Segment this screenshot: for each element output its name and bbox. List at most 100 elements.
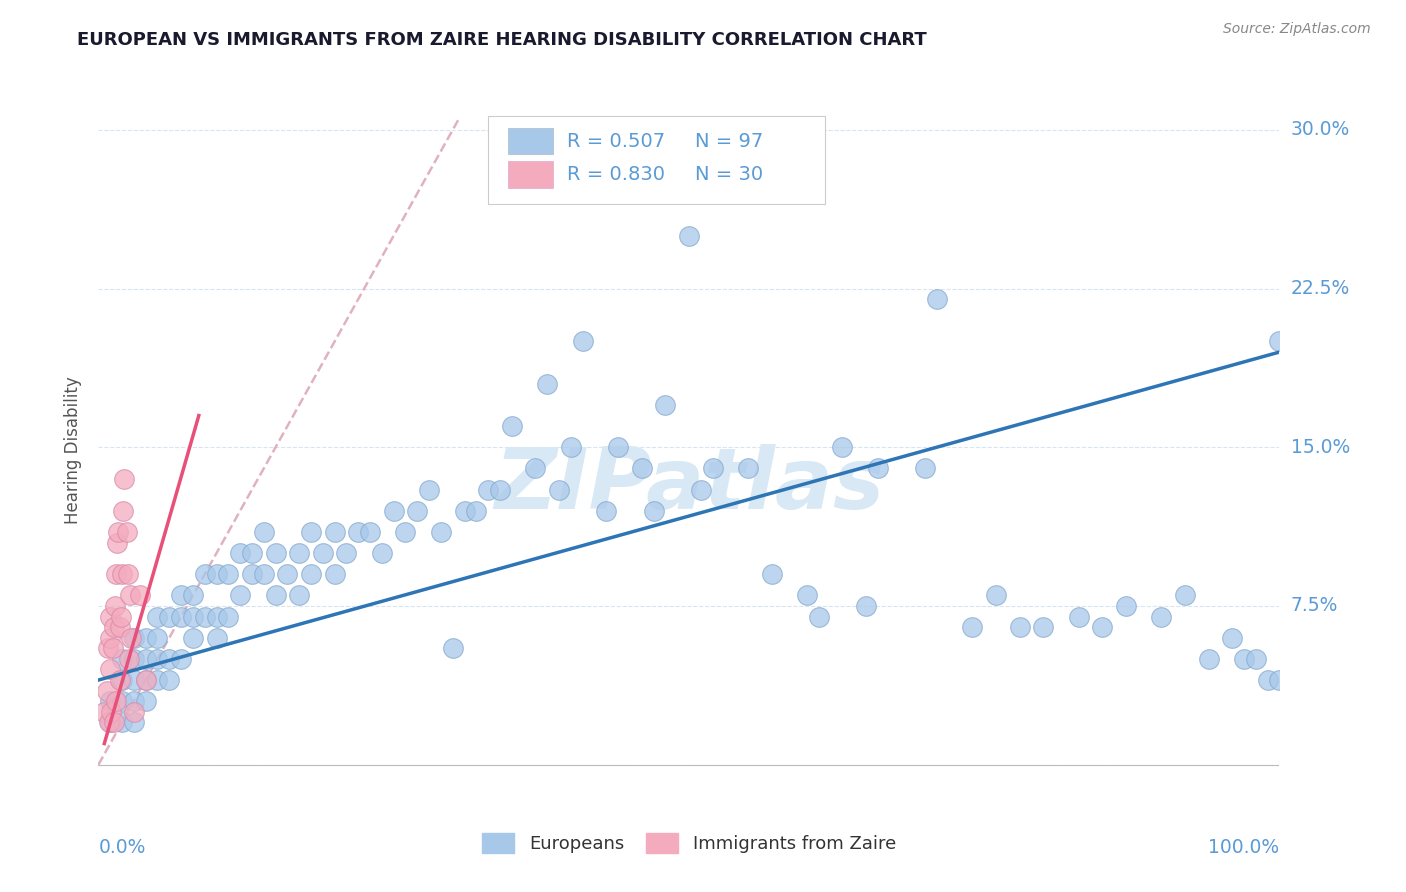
Point bbox=[1244, 652, 1267, 666]
Point bbox=[103, 715, 125, 730]
Point bbox=[288, 589, 311, 603]
Point bbox=[1091, 620, 1114, 634]
Point bbox=[98, 609, 121, 624]
Point bbox=[194, 567, 217, 582]
Point bbox=[170, 589, 193, 603]
Point bbox=[524, 461, 547, 475]
Point bbox=[135, 652, 157, 666]
Point bbox=[229, 589, 252, 603]
Point bbox=[264, 589, 287, 603]
Text: Source: ZipAtlas.com: Source: ZipAtlas.com bbox=[1223, 22, 1371, 37]
Point bbox=[101, 641, 124, 656]
Point bbox=[120, 589, 142, 603]
Point bbox=[118, 652, 141, 666]
Point bbox=[181, 631, 204, 645]
Point bbox=[107, 524, 129, 539]
Point bbox=[205, 631, 228, 645]
Point bbox=[1198, 652, 1220, 666]
Point bbox=[1268, 673, 1291, 687]
Point bbox=[761, 567, 783, 582]
Point bbox=[453, 504, 475, 518]
Point bbox=[205, 609, 228, 624]
Point bbox=[110, 609, 132, 624]
Point bbox=[93, 705, 115, 719]
Point bbox=[111, 652, 134, 666]
Point bbox=[489, 483, 512, 497]
Point bbox=[170, 609, 193, 624]
Point bbox=[112, 472, 135, 486]
Point bbox=[194, 609, 217, 624]
Text: N = 97: N = 97 bbox=[695, 132, 763, 151]
Point bbox=[855, 599, 877, 613]
Point bbox=[678, 228, 700, 243]
Point bbox=[607, 440, 630, 454]
Point bbox=[548, 483, 571, 497]
Point bbox=[98, 694, 121, 708]
Point bbox=[441, 641, 464, 656]
Point bbox=[115, 524, 138, 539]
Point bbox=[100, 705, 122, 719]
Point bbox=[914, 461, 936, 475]
Point bbox=[146, 631, 169, 645]
Text: 22.5%: 22.5% bbox=[1291, 279, 1350, 298]
Point bbox=[1220, 631, 1243, 645]
Point bbox=[240, 546, 263, 560]
Point bbox=[170, 652, 193, 666]
Bar bbox=[508, 161, 553, 187]
Point bbox=[112, 504, 135, 518]
Point bbox=[299, 524, 322, 539]
Point bbox=[536, 376, 558, 391]
Point bbox=[630, 461, 652, 475]
Point bbox=[323, 567, 346, 582]
Point bbox=[157, 609, 180, 624]
Point bbox=[122, 705, 145, 719]
Point bbox=[925, 292, 948, 306]
Point bbox=[962, 620, 984, 634]
Point bbox=[108, 673, 131, 687]
Point bbox=[477, 483, 499, 497]
Point bbox=[323, 524, 346, 539]
Text: 0.0%: 0.0% bbox=[98, 838, 146, 857]
Point bbox=[122, 631, 145, 645]
Point bbox=[229, 546, 252, 560]
Text: 30.0%: 30.0% bbox=[1291, 120, 1350, 139]
Point bbox=[135, 673, 157, 687]
Point bbox=[1008, 620, 1031, 634]
Point bbox=[1257, 673, 1279, 687]
Text: 15.0%: 15.0% bbox=[1291, 438, 1350, 457]
Point bbox=[157, 652, 180, 666]
Point bbox=[96, 683, 118, 698]
Text: ZIPatlas: ZIPatlas bbox=[494, 444, 884, 527]
Point bbox=[97, 641, 120, 656]
Point bbox=[135, 631, 157, 645]
Point bbox=[1268, 334, 1291, 349]
Point bbox=[984, 589, 1007, 603]
Point bbox=[643, 504, 665, 518]
Point bbox=[430, 524, 453, 539]
Text: N = 30: N = 30 bbox=[695, 165, 763, 184]
Point bbox=[105, 567, 128, 582]
Point bbox=[418, 483, 440, 497]
Point bbox=[299, 567, 322, 582]
Point bbox=[98, 715, 121, 730]
Point bbox=[98, 663, 121, 677]
Point bbox=[146, 673, 169, 687]
Point bbox=[146, 652, 169, 666]
Point bbox=[264, 546, 287, 560]
Point bbox=[105, 535, 128, 549]
Point bbox=[654, 398, 676, 412]
Point bbox=[111, 673, 134, 687]
Point bbox=[181, 609, 204, 624]
Point bbox=[371, 546, 394, 560]
Point bbox=[253, 567, 276, 582]
Text: 100.0%: 100.0% bbox=[1208, 838, 1279, 857]
Point bbox=[737, 461, 759, 475]
Point bbox=[117, 567, 139, 582]
Point bbox=[217, 609, 239, 624]
Point bbox=[111, 567, 134, 582]
Point bbox=[465, 504, 488, 518]
Point bbox=[181, 589, 204, 603]
FancyBboxPatch shape bbox=[488, 116, 825, 204]
Point bbox=[122, 715, 145, 730]
Bar bbox=[508, 128, 553, 154]
